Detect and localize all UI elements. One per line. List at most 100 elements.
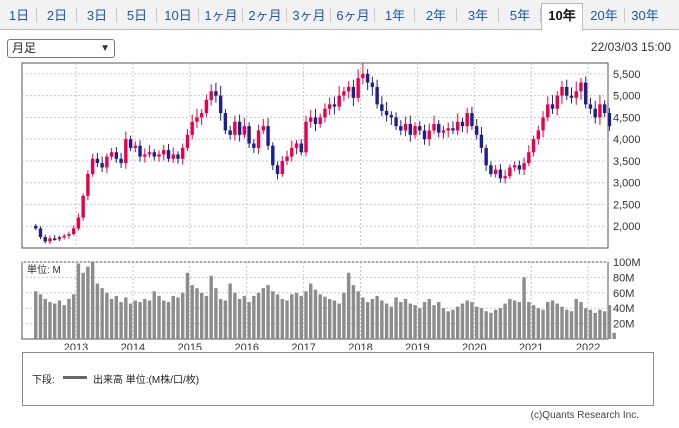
tab-4[interactable]: 5日 <box>126 8 148 23</box>
volume-bar <box>474 306 479 339</box>
tab-14[interactable]: 10年 <box>541 3 583 31</box>
volume-bar <box>266 285 270 339</box>
volume-bar <box>498 308 503 339</box>
tab-16[interactable]: 30年 <box>631 8 659 23</box>
candle-body <box>546 104 550 118</box>
tab-3[interactable]: 3日 <box>86 8 108 23</box>
volume-bar <box>171 295 175 339</box>
volume-bar <box>76 263 81 339</box>
candle-body <box>327 104 332 109</box>
bar-type-select[interactable]: 月足 ▼ <box>7 39 115 58</box>
candle-body <box>550 104 555 109</box>
tab-6[interactable]: 1ヶ月 <box>204 8 238 23</box>
candle-body <box>337 95 341 107</box>
volume-bar <box>479 308 484 339</box>
volume-bar <box>456 306 460 339</box>
candle-body <box>418 126 422 131</box>
volume-bar <box>247 302 251 339</box>
tab-10[interactable]: 1年 <box>384 8 406 23</box>
volume-bar <box>38 294 43 339</box>
tab-11[interactable]: 2年 <box>425 8 447 23</box>
candle-body <box>441 130 446 133</box>
volume-bar <box>242 295 247 339</box>
tab-15[interactable]: 20年 <box>590 8 618 23</box>
candle-body <box>384 110 389 116</box>
tab-5[interactable]: 10日 <box>164 8 192 23</box>
year-tick-label: 2014 <box>121 342 145 350</box>
candle-body <box>512 165 517 168</box>
volume-bar <box>422 302 427 339</box>
candle-body <box>427 130 431 140</box>
tab-1[interactable]: 1日 <box>8 8 30 23</box>
candle-body <box>394 117 398 127</box>
tab-8[interactable]: 3ヶ月 <box>292 8 326 23</box>
volume-bar <box>294 292 299 339</box>
candle-body <box>199 113 204 118</box>
volume-bar <box>403 298 408 339</box>
candle-body <box>105 156 109 168</box>
volume-bar <box>133 300 138 339</box>
volume-bar <box>237 298 242 339</box>
candle-body <box>375 86 379 105</box>
candle-body <box>470 113 474 127</box>
candle-body <box>228 130 232 135</box>
volume-bar <box>67 298 71 339</box>
volume-bar <box>446 311 450 339</box>
candle-body <box>242 126 247 135</box>
volume-bar <box>147 300 152 339</box>
candle-body <box>437 123 441 133</box>
candle-body <box>318 117 322 124</box>
volume-bar <box>375 295 379 339</box>
candle-body <box>555 95 559 109</box>
volume-bar <box>384 303 389 339</box>
volume-bar <box>166 302 171 339</box>
tab-7[interactable]: 2ヶ月 <box>248 8 282 23</box>
tab-12[interactable]: 3年 <box>467 8 489 23</box>
year-tick-label: 2015 <box>178 342 202 350</box>
volume-bar <box>351 285 356 339</box>
candle-body <box>403 123 408 131</box>
candle-body <box>81 195 85 218</box>
candle-body <box>124 139 128 164</box>
candle-body <box>195 117 199 122</box>
legend-volume-label: 出来高 単位:(M株/口/枚) <box>93 375 200 386</box>
volume-bar <box>427 298 431 339</box>
candle-body <box>43 237 47 242</box>
price-tick-label: 4,000 <box>613 134 641 146</box>
tab-2[interactable]: 2日 <box>46 8 68 23</box>
price-tick-label: 5,000 <box>613 91 641 103</box>
volume-bar <box>579 302 583 339</box>
volume-bar <box>370 298 375 339</box>
volume-bar <box>233 292 237 339</box>
candle-body <box>413 126 417 135</box>
volume-bar <box>261 288 266 339</box>
candle-body <box>271 145 275 166</box>
tab-separator <box>36 8 37 22</box>
candle-body <box>48 238 52 242</box>
candle-body <box>138 145 142 157</box>
volume-bar <box>256 292 261 339</box>
price-tick-label: 3,500 <box>613 156 641 168</box>
candle-body <box>171 154 175 159</box>
period-tab-bar: 1日 2日 3日 5日 10日 1ヶ月 2ヶ月 3ヶ月 6ヶ月 1年 2年 3年 5年 10年 20年 30年 <box>0 0 679 31</box>
volume-bar <box>550 300 555 339</box>
tab-13[interactable]: 5年 <box>509 8 531 23</box>
volume-bar <box>290 294 294 339</box>
volume-tick-label: 80M <box>613 272 634 284</box>
volume-bar <box>86 266 90 339</box>
candle-body <box>536 130 541 140</box>
tab-9[interactable]: 6ヶ月 <box>336 8 370 23</box>
candle-body <box>365 73 370 83</box>
candle-body <box>446 128 450 131</box>
volume-bar <box>271 291 275 339</box>
volume-bar <box>43 298 47 339</box>
price-tick-label: 2,500 <box>613 199 641 211</box>
year-tick-label: 2013 <box>64 342 88 350</box>
candle-body <box>86 174 90 196</box>
volume-bar <box>508 298 512 339</box>
volume-bar <box>176 297 180 339</box>
candle-body <box>204 100 209 114</box>
volume-bar <box>612 332 616 339</box>
volume-bar <box>527 302 531 339</box>
candle-body <box>432 123 436 131</box>
